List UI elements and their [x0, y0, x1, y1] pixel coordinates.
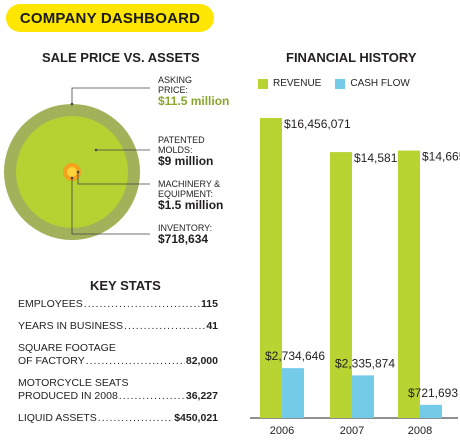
- bar-revenue-2007: [330, 152, 352, 418]
- bar-label-1-2006: $2,734,646: [265, 349, 325, 363]
- slice-name-0-0: ASKING: [158, 75, 192, 85]
- callout-line-3: [71, 178, 150, 235]
- legend-revenue-label: REVENUE: [273, 78, 322, 89]
- legend-cash-flow-label: CASH FLOW: [350, 78, 410, 89]
- slice-name-0-1: PRICE:: [158, 85, 188, 95]
- category-label-2007: 2007: [340, 425, 364, 437]
- stat-value: 115: [201, 298, 218, 310]
- sale-price-title: SALE PRICE VS. ASSETS: [42, 50, 200, 65]
- stat-value: 36,227: [185, 390, 218, 402]
- slice-value-1: $9 million: [158, 154, 213, 168]
- slice-value-0: $11.5 million: [158, 94, 229, 108]
- bar-label-1-2007: $2,335,874: [335, 356, 395, 370]
- stat-leader-dots: [98, 412, 173, 425]
- callout-dot-0: [70, 102, 74, 106]
- bar-label-1-2008: $721,693: [408, 386, 458, 400]
- slice-name-2-0: MACHINERY &: [158, 179, 220, 189]
- stat-value: 41: [206, 320, 218, 332]
- slice-name-1-0: PATENTED: [158, 135, 205, 145]
- bar-revenue-2008: [398, 150, 420, 418]
- category-label-2008: 2008: [408, 425, 432, 437]
- stat-row: YEARS IN BUSINESS 41: [18, 320, 218, 333]
- bar-cash-flow-2008: [420, 404, 442, 418]
- stat-label: OF FACTORY: [18, 355, 85, 367]
- stat-label: EMPLOYEES: [18, 298, 83, 310]
- slice-value-2: $1.5 million: [158, 198, 223, 212]
- callout-lines: [70, 87, 150, 235]
- financial-legend: REVENUE CASH FLOW: [258, 78, 424, 89]
- callout-dot-3: [70, 176, 74, 180]
- key-stats-title: KEY STATS: [90, 278, 161, 293]
- slice-name-2-1: EQUIPMENT:: [158, 189, 213, 199]
- bar-cash-flow-2007: [352, 375, 374, 418]
- slice-value-3: $718,634: [158, 232, 208, 246]
- legend-revenue: REVENUE: [258, 78, 321, 89]
- stat-label-line1: SQUARE FOOTAGE: [18, 342, 116, 354]
- bar-cash-flow-2006: [282, 368, 304, 418]
- cash-flow-swatch: [335, 78, 346, 89]
- financial-history-chart: $16,456,071$2,734,6462006$14,581,428$2,3…: [250, 117, 460, 437]
- stat-label-line1: MOTORCYCLE SEATS: [18, 377, 129, 389]
- slice-name-3-0: INVENTORY:: [158, 223, 212, 233]
- stat-label: LIQUID ASSETS: [18, 412, 97, 424]
- dashboard-title-banner: COMPANY DASHBOARD: [6, 4, 214, 32]
- stat-leader-dots: [124, 320, 205, 333]
- stat-value: $450,021: [174, 412, 218, 424]
- stat-value: 82,000: [185, 355, 218, 367]
- stat-label: PRODUCED IN 2008: [18, 390, 118, 402]
- key-stats-list: EMPLOYEES 115 YEARS IN BUSINESS 41 SQUARE FO…: [18, 298, 218, 434]
- stat-leader-dots: [86, 355, 185, 368]
- stat-label: YEARS IN BUSINESS: [18, 320, 124, 332]
- legend-cash-flow: CASH FLOW: [335, 78, 410, 89]
- callout-line-2: [77, 172, 150, 185]
- bar-label-0-2008: $14,665,946: [422, 150, 460, 164]
- stat-leader-dots: [119, 390, 185, 403]
- revenue-swatch: [258, 78, 268, 89]
- callout-line-0: [71, 87, 150, 104]
- category-label-2006: 2006: [270, 425, 294, 437]
- financial-history-title: FINANCIAL HISTORY: [286, 50, 417, 65]
- slice-name-1-1: MOLDS:: [158, 145, 193, 155]
- inventory-circle: [67, 167, 77, 177]
- callout-dot-2: [76, 170, 80, 174]
- stat-row: EMPLOYEES 115: [18, 298, 218, 311]
- bar-label-0-2006: $16,456,071: [284, 117, 351, 131]
- bar-revenue-2006: [260, 117, 282, 418]
- dashboard-title: COMPANY DASHBOARD: [19, 9, 201, 27]
- callout-dot-1: [94, 148, 98, 152]
- stat-row: LIQUID ASSETS $450,021: [18, 412, 218, 425]
- stat-leader-dots: [84, 298, 200, 311]
